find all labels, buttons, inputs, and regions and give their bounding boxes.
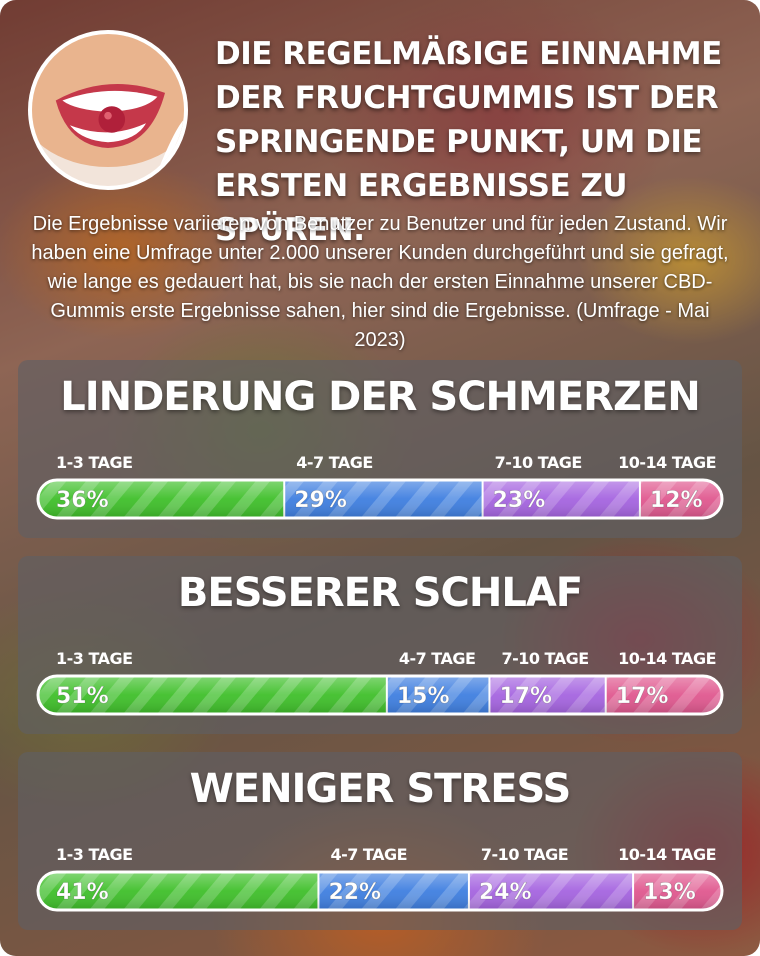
category-label: 4-7 TAGE bbox=[399, 649, 476, 668]
bar-outline bbox=[36, 870, 724, 912]
headline: DIE REGELMÄẞIGE EINNAHME DER FRUCHTGUMMI… bbox=[215, 36, 722, 248]
value-label: 12% bbox=[650, 488, 703, 513]
bar-gloss bbox=[38, 676, 722, 714]
bar-track bbox=[38, 872, 722, 910]
bar-track bbox=[38, 480, 722, 518]
category-label: 1-3 TAGE bbox=[56, 453, 133, 472]
value-label: 22% bbox=[328, 880, 381, 905]
category-label: 1-3 TAGE bbox=[56, 845, 133, 864]
chart-title: BESSERER SCHLAF bbox=[177, 570, 583, 616]
value-label: 17% bbox=[616, 684, 669, 709]
chart-panel-pain: LINDERUNG DER SCHMERZEN 1-3 TAGE 36% 4-7 T… bbox=[18, 360, 742, 538]
value-label: 41% bbox=[56, 880, 109, 905]
value-label: 36% bbox=[56, 488, 109, 513]
value-label: 29% bbox=[294, 488, 347, 513]
value-label: 51% bbox=[56, 684, 109, 709]
category-label: 4-7 TAGE bbox=[330, 845, 407, 864]
category-label: 7-10 TAGE bbox=[501, 649, 588, 668]
category-label: 7-10 TAGE bbox=[481, 845, 568, 864]
mouth-icon bbox=[32, 34, 184, 186]
category-label: 10-14 TAGE bbox=[618, 649, 716, 668]
intro-text: Die Ergebnisse variieren von Benutzer zu… bbox=[31, 213, 729, 351]
value-label: 15% bbox=[397, 684, 450, 709]
value-label: 23% bbox=[493, 488, 546, 513]
stacked-bar-chart: 1-3 TAGE 36% 4-7 TAGE 29% 7-10 TAGE 23% 10-14 … bbox=[36, 453, 724, 520]
bar-track bbox=[38, 676, 722, 714]
chart-panel-sleep: BESSERER SCHLAF 1-3 TAGE 51% 4-7 TAGE 15% 7-… bbox=[18, 556, 742, 734]
category-label: 1-3 TAGE bbox=[56, 649, 133, 668]
value-label: 17% bbox=[499, 684, 552, 709]
stacked-bar-chart: 1-3 TAGE 41% 4-7 TAGE 22% 7-10 TAGE 24% 10-14 … bbox=[36, 845, 724, 912]
stacked-bar-chart: 1-3 TAGE 51% 4-7 TAGE 15% 7-10 TAGE 17% 10-14 … bbox=[36, 649, 724, 716]
chart-panel-stress: WENIGER STRESS 1-3 TAGE 41% 4-7 TAGE 22% 7-1… bbox=[18, 752, 742, 930]
chart-title: LINDERUNG DER SCHMERZEN bbox=[60, 374, 701, 420]
category-label: 7-10 TAGE bbox=[495, 453, 582, 472]
bar-outline bbox=[36, 478, 724, 520]
smile-gummy-image bbox=[28, 30, 188, 190]
value-label: 24% bbox=[479, 880, 532, 905]
chart-title: WENIGER STRESS bbox=[189, 766, 572, 812]
value-label: 13% bbox=[643, 880, 696, 905]
category-label: 10-14 TAGE bbox=[618, 845, 716, 864]
category-label: 4-7 TAGE bbox=[296, 453, 373, 472]
bar-outline bbox=[36, 674, 724, 716]
header: DIE REGELMÄẞIGE EINNAHME DER FRUCHTGUMMI… bbox=[0, 0, 760, 360]
bar-gloss bbox=[38, 872, 722, 910]
category-label: 10-14 TAGE bbox=[618, 453, 716, 472]
bar-gloss bbox=[38, 480, 722, 518]
